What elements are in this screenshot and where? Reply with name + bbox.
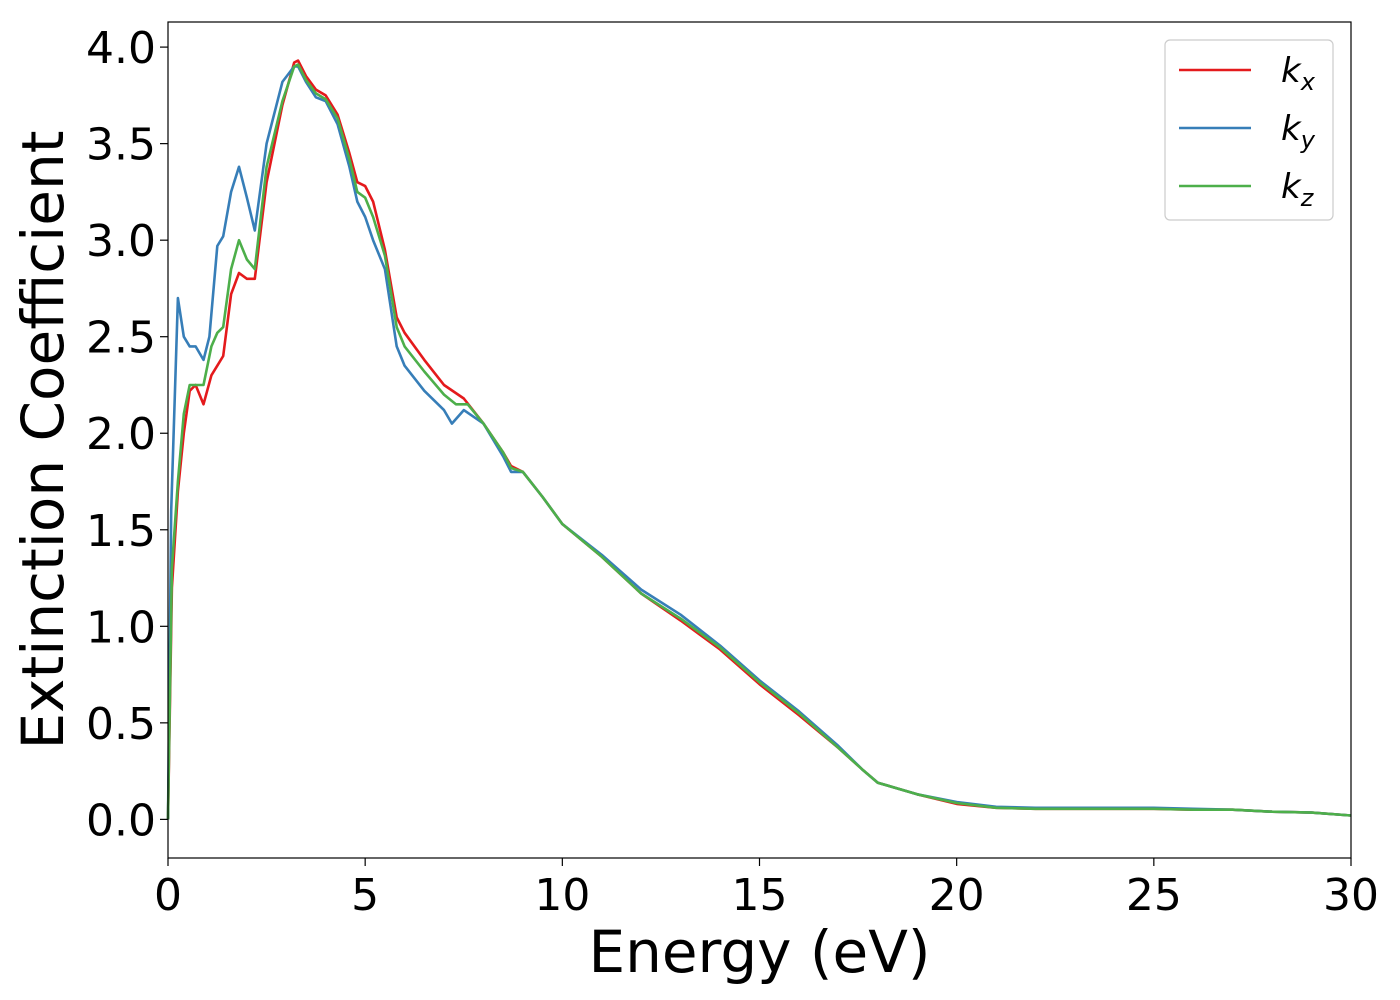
x-axis-title: Energy (eV) xyxy=(588,918,930,986)
y-tick-label: 4.0 xyxy=(86,23,156,74)
y-tick-label: 1.0 xyxy=(86,602,156,653)
y-tick-label: 0.0 xyxy=(86,795,156,846)
x-tick-label: 10 xyxy=(534,870,590,921)
x-tick-label: 30 xyxy=(1323,870,1379,921)
x-tick-label: 25 xyxy=(1126,870,1182,921)
legend-label-k_z: kz xyxy=(1281,167,1315,212)
y-tick-label: 2.0 xyxy=(86,409,156,460)
series-layer xyxy=(166,59,1352,820)
y-axis-ticks: 0.0 0.5 1.0 1.5 2.0 2.5 3.0 3.5 4.0 xyxy=(86,23,168,846)
series-line-k_z xyxy=(166,63,1352,820)
legend-label-k_y: ky xyxy=(1281,109,1316,154)
x-tick-label: 5 xyxy=(351,870,379,921)
x-tick-label: 20 xyxy=(929,870,985,921)
y-axis-title: Extinction Coefficient xyxy=(9,131,77,750)
legend-label-k_x: kx xyxy=(1281,51,1316,96)
y-tick-label: 1.5 xyxy=(86,506,156,557)
y-tick-label: 3.5 xyxy=(86,120,156,171)
y-tick-label: 3.0 xyxy=(86,216,156,267)
x-axis-ticks: 0 5 10 15 20 25 30 xyxy=(154,858,1379,921)
x-tick-label: 0 xyxy=(154,870,182,921)
y-tick-label: 2.5 xyxy=(86,313,156,364)
legend: kx ky kz xyxy=(1164,39,1334,221)
y-tick-label: 0.5 xyxy=(86,699,156,750)
x-tick-label: 15 xyxy=(732,870,788,921)
legend-frame xyxy=(1164,39,1334,221)
